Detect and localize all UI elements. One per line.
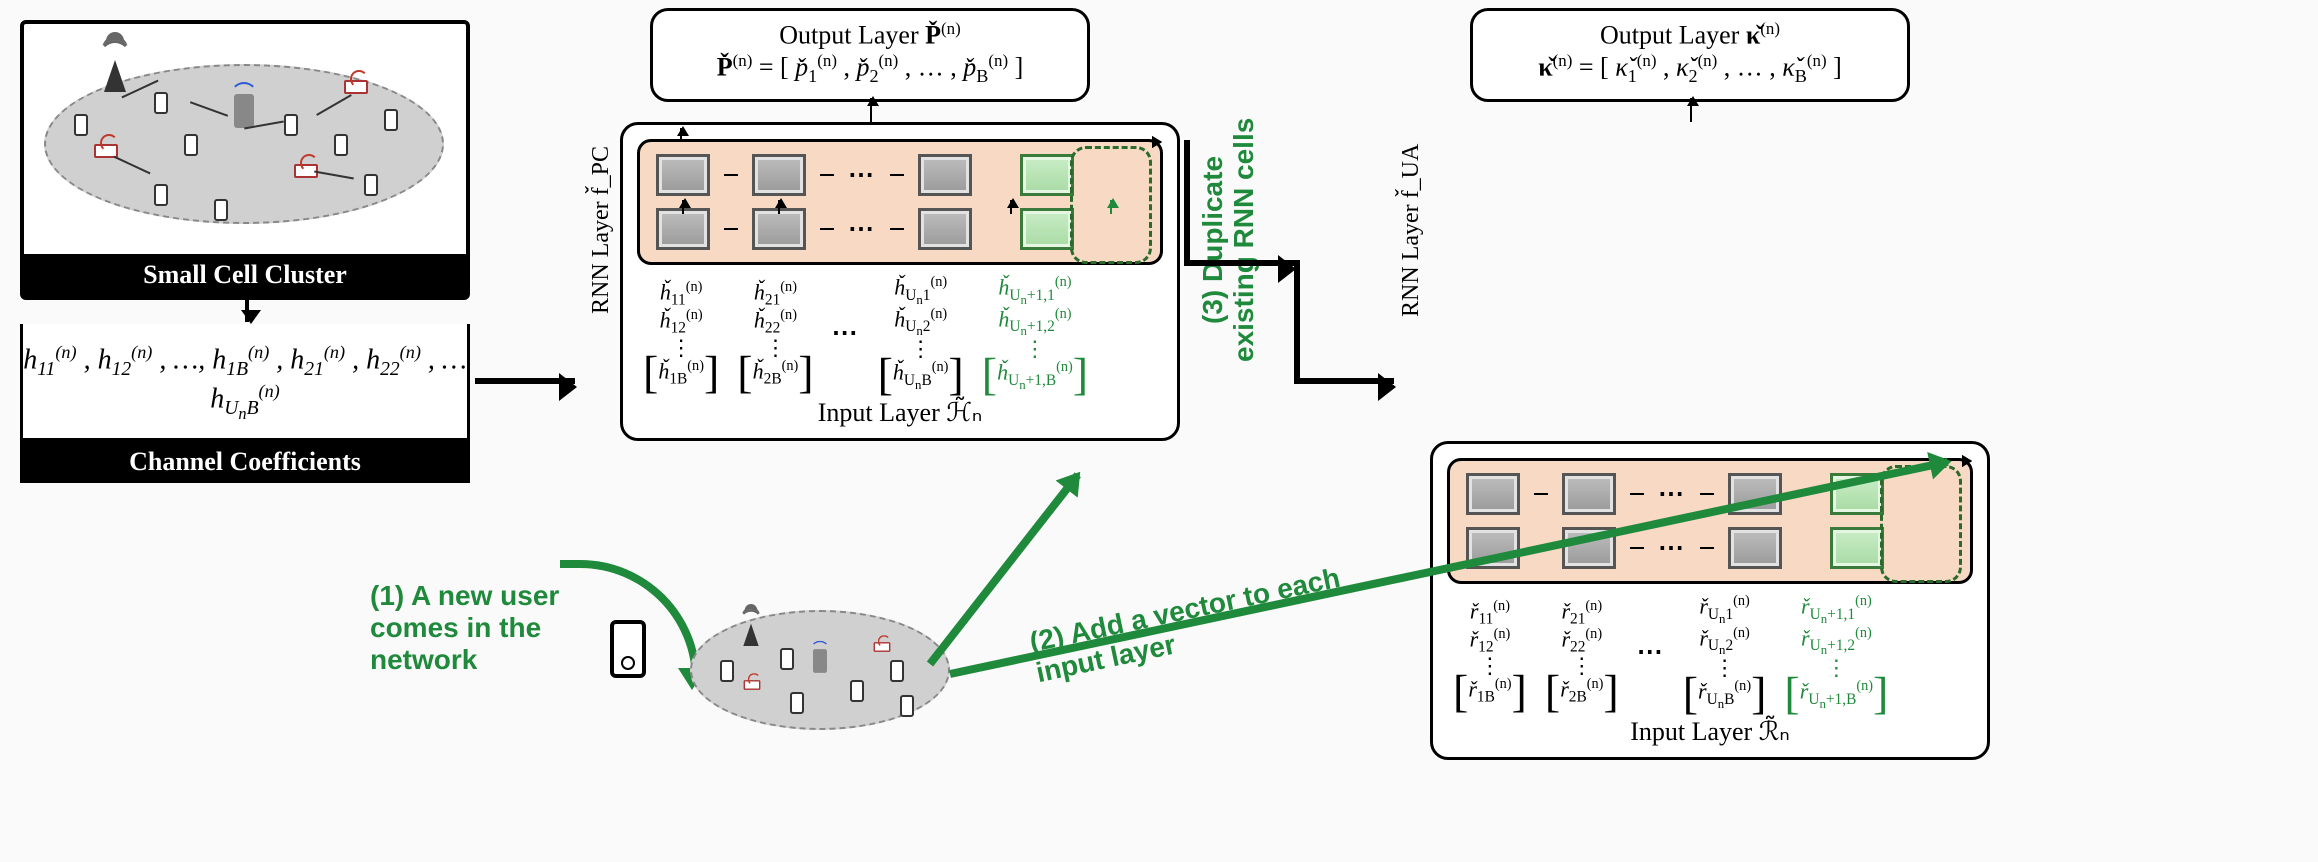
macro-tower-icon bbox=[104, 52, 126, 92]
up-arrow-icon bbox=[870, 98, 872, 122]
coeff-text: h11(n) , h12(n) , …, h1B(n) , h21(n) , h… bbox=[20, 324, 470, 441]
rnn-cell bbox=[918, 154, 972, 196]
base-station-icon bbox=[234, 94, 254, 128]
rnn-cell bbox=[1562, 473, 1616, 515]
pc-input-row: [ ȟ11(n) ȟ12(n)⋮ ȟ1B(n) ] [ ȟ21(n) ȟ22(n… bbox=[637, 265, 1163, 392]
ua-input-row: [ ř11(n) ř12(n)⋮ ř1B(n) ] [ ř21(n) ř22(n… bbox=[1447, 584, 1973, 711]
phone-icon bbox=[334, 134, 348, 156]
ua-output-title: Output Layer κ̌(n) bbox=[1483, 19, 1897, 51]
coeff-panel: h11(n) , h12(n) , …, h1B(n) , h21(n) , h… bbox=[20, 324, 470, 483]
step2-label: (2) Add a vector to eachinput layer bbox=[1027, 563, 1349, 689]
pc-side-label: RNN Layer f̌_PC bbox=[588, 140, 615, 320]
phone-icon bbox=[74, 114, 88, 136]
input-vector: [ ȟUn1(n) ȟUn2(n)⋮ ȟUnB(n) ] bbox=[878, 275, 964, 392]
rnn-cell-new bbox=[1020, 154, 1074, 196]
input-vector: [ ȟ21(n) ȟ22(n)⋮ ȟ2B(n) ] bbox=[737, 280, 813, 386]
input-vector-new: [ ȟUn+1,1(n) ȟUn+1,2(n)⋮ ȟUn+1,B(n) ] bbox=[982, 275, 1088, 392]
duplicate-outline bbox=[1880, 465, 1962, 583]
rnn-cell bbox=[656, 154, 710, 196]
cluster-label: Small Cell Cluster bbox=[24, 254, 466, 296]
input-vector: [ řUn1(n) řUn2(n)⋮ řUnB(n) ] bbox=[1683, 594, 1767, 711]
pc-output-title: Output Layer P̌(n) bbox=[663, 19, 1077, 51]
up-arrow-icon bbox=[1690, 98, 1692, 122]
rnn-cell bbox=[752, 208, 806, 250]
pc-rnn-wrap: ⋯ ⋯ [ ȟ11(n) ȟ12(n)⋮ bbox=[620, 122, 1180, 441]
input-vector: [ ř21(n) ř22(n)⋮ ř2B(n) ] bbox=[1545, 599, 1619, 705]
phone-icon bbox=[214, 199, 228, 221]
rnn-cell bbox=[1466, 473, 1520, 515]
coeff-label: Channel Coefficients bbox=[20, 441, 470, 483]
access-point-icon bbox=[344, 80, 368, 94]
pc-output-eq: P̌(n) = [ p̌1(n) , p̌2(n) , … , p̌B(n) ] bbox=[663, 51, 1077, 87]
input-vector-new: [ řUn+1,1(n) řUn+1,2(n)⋮ řUn+1,B(n) ] bbox=[1784, 594, 1888, 711]
phone-icon bbox=[154, 92, 168, 114]
step1-label: (1) A new user comes in the network bbox=[370, 580, 559, 677]
rnn-cell-new bbox=[1020, 208, 1074, 250]
phone-icon bbox=[364, 174, 378, 196]
rnn-cell bbox=[752, 154, 806, 196]
phone-icon bbox=[154, 184, 168, 206]
input-vector: [ ř11(n) ř12(n)⋮ ř1B(n) ] bbox=[1453, 599, 1527, 705]
cluster-panel: Small Cell Cluster bbox=[20, 20, 470, 300]
phone-icon bbox=[384, 109, 398, 131]
phone-icon bbox=[284, 114, 298, 136]
rnn-cell bbox=[918, 208, 972, 250]
down-arrow-icon bbox=[245, 292, 249, 322]
arrow-pc-to-ua-icon bbox=[1184, 260, 1294, 266]
new-user-phone-icon bbox=[610, 620, 646, 678]
ua-rnn-wrap: ⋯ ⋯ [ ř11(n) ř12(n)⋮ ř1B(n) ] bbox=[1430, 441, 1990, 760]
step3-label: (3) Duplicateexisting RNN cells bbox=[1198, 115, 1260, 365]
phone-icon bbox=[184, 134, 198, 156]
input-vector: [ ȟ11(n) ȟ12(n)⋮ ȟ1B(n) ] bbox=[643, 280, 719, 386]
ua-output-box: Output Layer κ̌(n) κ̌(n) = [ κ̌1(n) , κ̌… bbox=[1470, 8, 1910, 102]
pc-rnn-panel: ⋯ ⋯ bbox=[637, 139, 1163, 265]
pc-output-box: Output Layer P̌(n) P̌(n) = [ p̌1(n) , p̌… bbox=[650, 8, 1090, 102]
rnn-cell-new bbox=[1830, 527, 1884, 569]
rnn-cell bbox=[656, 208, 710, 250]
updated-cluster-icon bbox=[690, 600, 950, 740]
rnn-cell bbox=[1728, 527, 1782, 569]
ua-output-eq: κ̌(n) = [ κ̌1(n) , κ̌2(n) , … , κ̌B(n) ] bbox=[1483, 51, 1897, 87]
arrow-to-pc-icon bbox=[475, 378, 575, 384]
ua-side-label: RNN Layer f̌_UA bbox=[1398, 140, 1425, 320]
